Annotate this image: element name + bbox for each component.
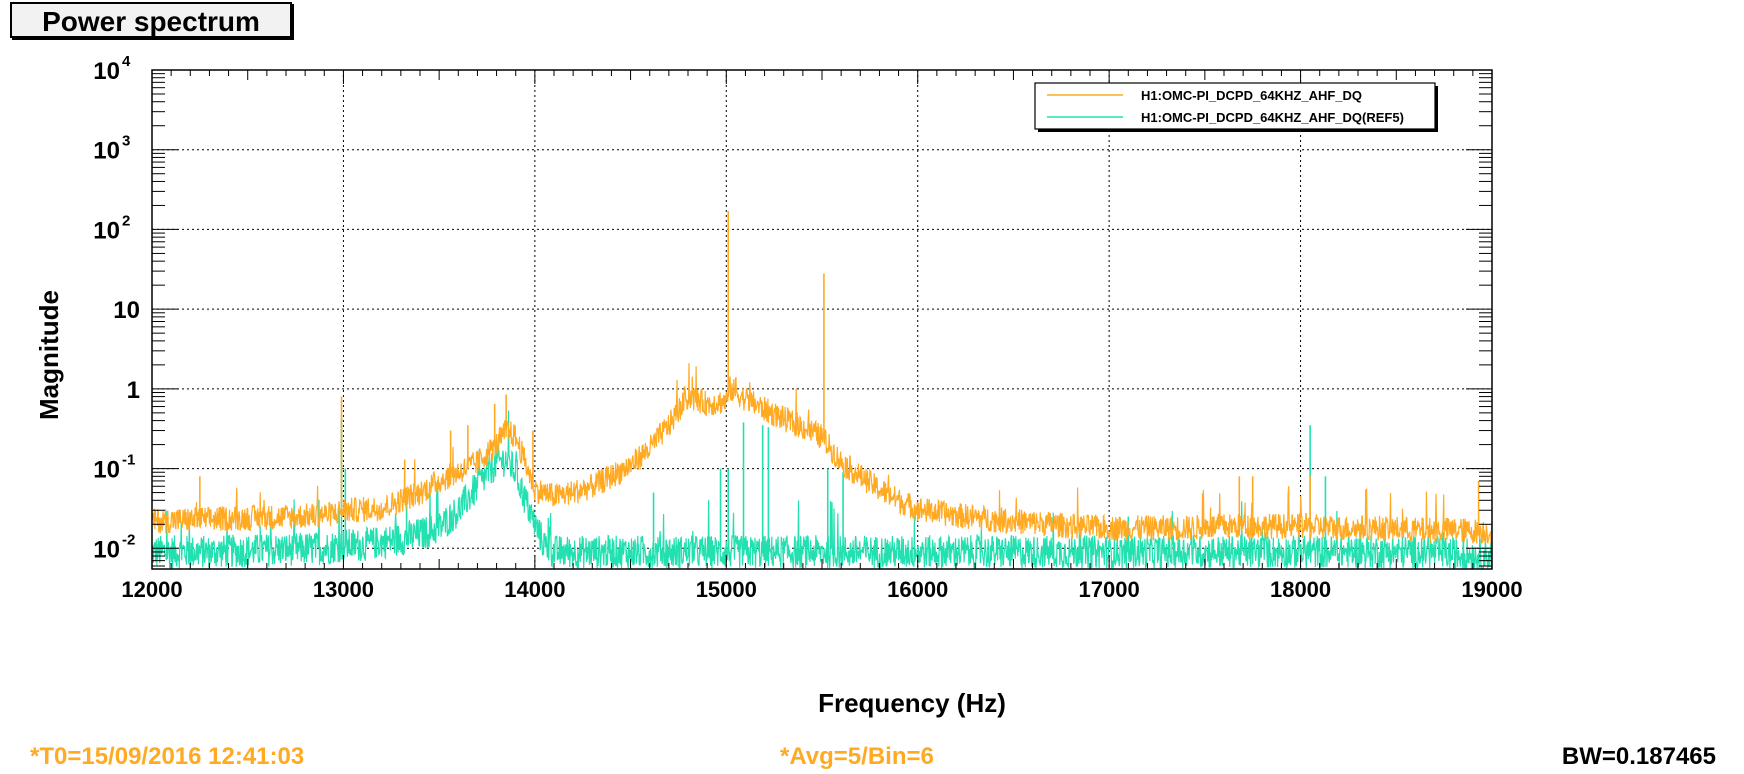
chart-title-box[interactable]: Power spectrum bbox=[10, 2, 292, 38]
y-axis-label: Magnitude bbox=[34, 290, 64, 420]
series-line-main bbox=[151, 363, 1493, 545]
y-tick-label: 1 bbox=[127, 377, 140, 404]
footer-t0: *T0=15/09/2016 12:41:03 bbox=[30, 743, 305, 770]
x-tick-label: 16000 bbox=[887, 577, 948, 602]
legend-entry: H1:OMC-PI_DCPD_64KHZ_AHF_DQ bbox=[1141, 88, 1362, 103]
plot-frame bbox=[151, 69, 1493, 570]
y-tick-exponent: 2 bbox=[122, 212, 130, 229]
legend-box bbox=[1034, 82, 1436, 130]
x-tick-label: 12000 bbox=[121, 577, 182, 602]
x-axis-label: Frequency (Hz) bbox=[818, 688, 1006, 718]
y-tick-label: 10 bbox=[93, 138, 120, 165]
footer-avg-bin: *Avg=5/Bin=6 bbox=[780, 743, 934, 770]
grid-lines bbox=[152, 70, 1492, 569]
legend: H1:OMC-PI_DCPD_64KHZ_AHF_DQ H1:OMC-PI_DCP… bbox=[1034, 82, 1438, 132]
tick-labels: 12000 13000 14000 15000 16000 17000 18000 19000… bbox=[93, 53, 1522, 602]
y-tick-label: 10 bbox=[93, 58, 120, 85]
x-tick-label: 15000 bbox=[696, 577, 757, 602]
y-tick-label: 10 bbox=[113, 297, 140, 324]
x-tick-label: 18000 bbox=[1270, 577, 1331, 602]
chart-title: Power spectrum bbox=[42, 6, 260, 37]
y-tick-label: 10 bbox=[93, 217, 120, 244]
y-tick-label: 10 bbox=[93, 457, 120, 484]
series-lines bbox=[151, 211, 1493, 571]
y-tick-exponent: 3 bbox=[122, 133, 130, 150]
y-tick-exponent: 4 bbox=[122, 53, 131, 70]
series-line-ref5 bbox=[151, 410, 1493, 571]
x-tick-label: 13000 bbox=[313, 577, 374, 602]
x-tick-label: 14000 bbox=[504, 577, 565, 602]
y-tick-label: 10 bbox=[93, 536, 120, 563]
y-tick-exponent: -1 bbox=[122, 452, 135, 469]
footer-bandwidth: BW=0.187465 bbox=[1561, 743, 1716, 770]
plot-area-border bbox=[151, 69, 1493, 570]
x-tick-label: 17000 bbox=[1079, 577, 1140, 602]
y-tick-exponent: -2 bbox=[122, 531, 135, 548]
legend-entry: H1:OMC-PI_DCPD_64KHZ_AHF_DQ(REF5) bbox=[1141, 110, 1404, 125]
axis-ticks bbox=[151, 69, 1493, 569]
x-tick-label: 19000 bbox=[1461, 577, 1522, 602]
